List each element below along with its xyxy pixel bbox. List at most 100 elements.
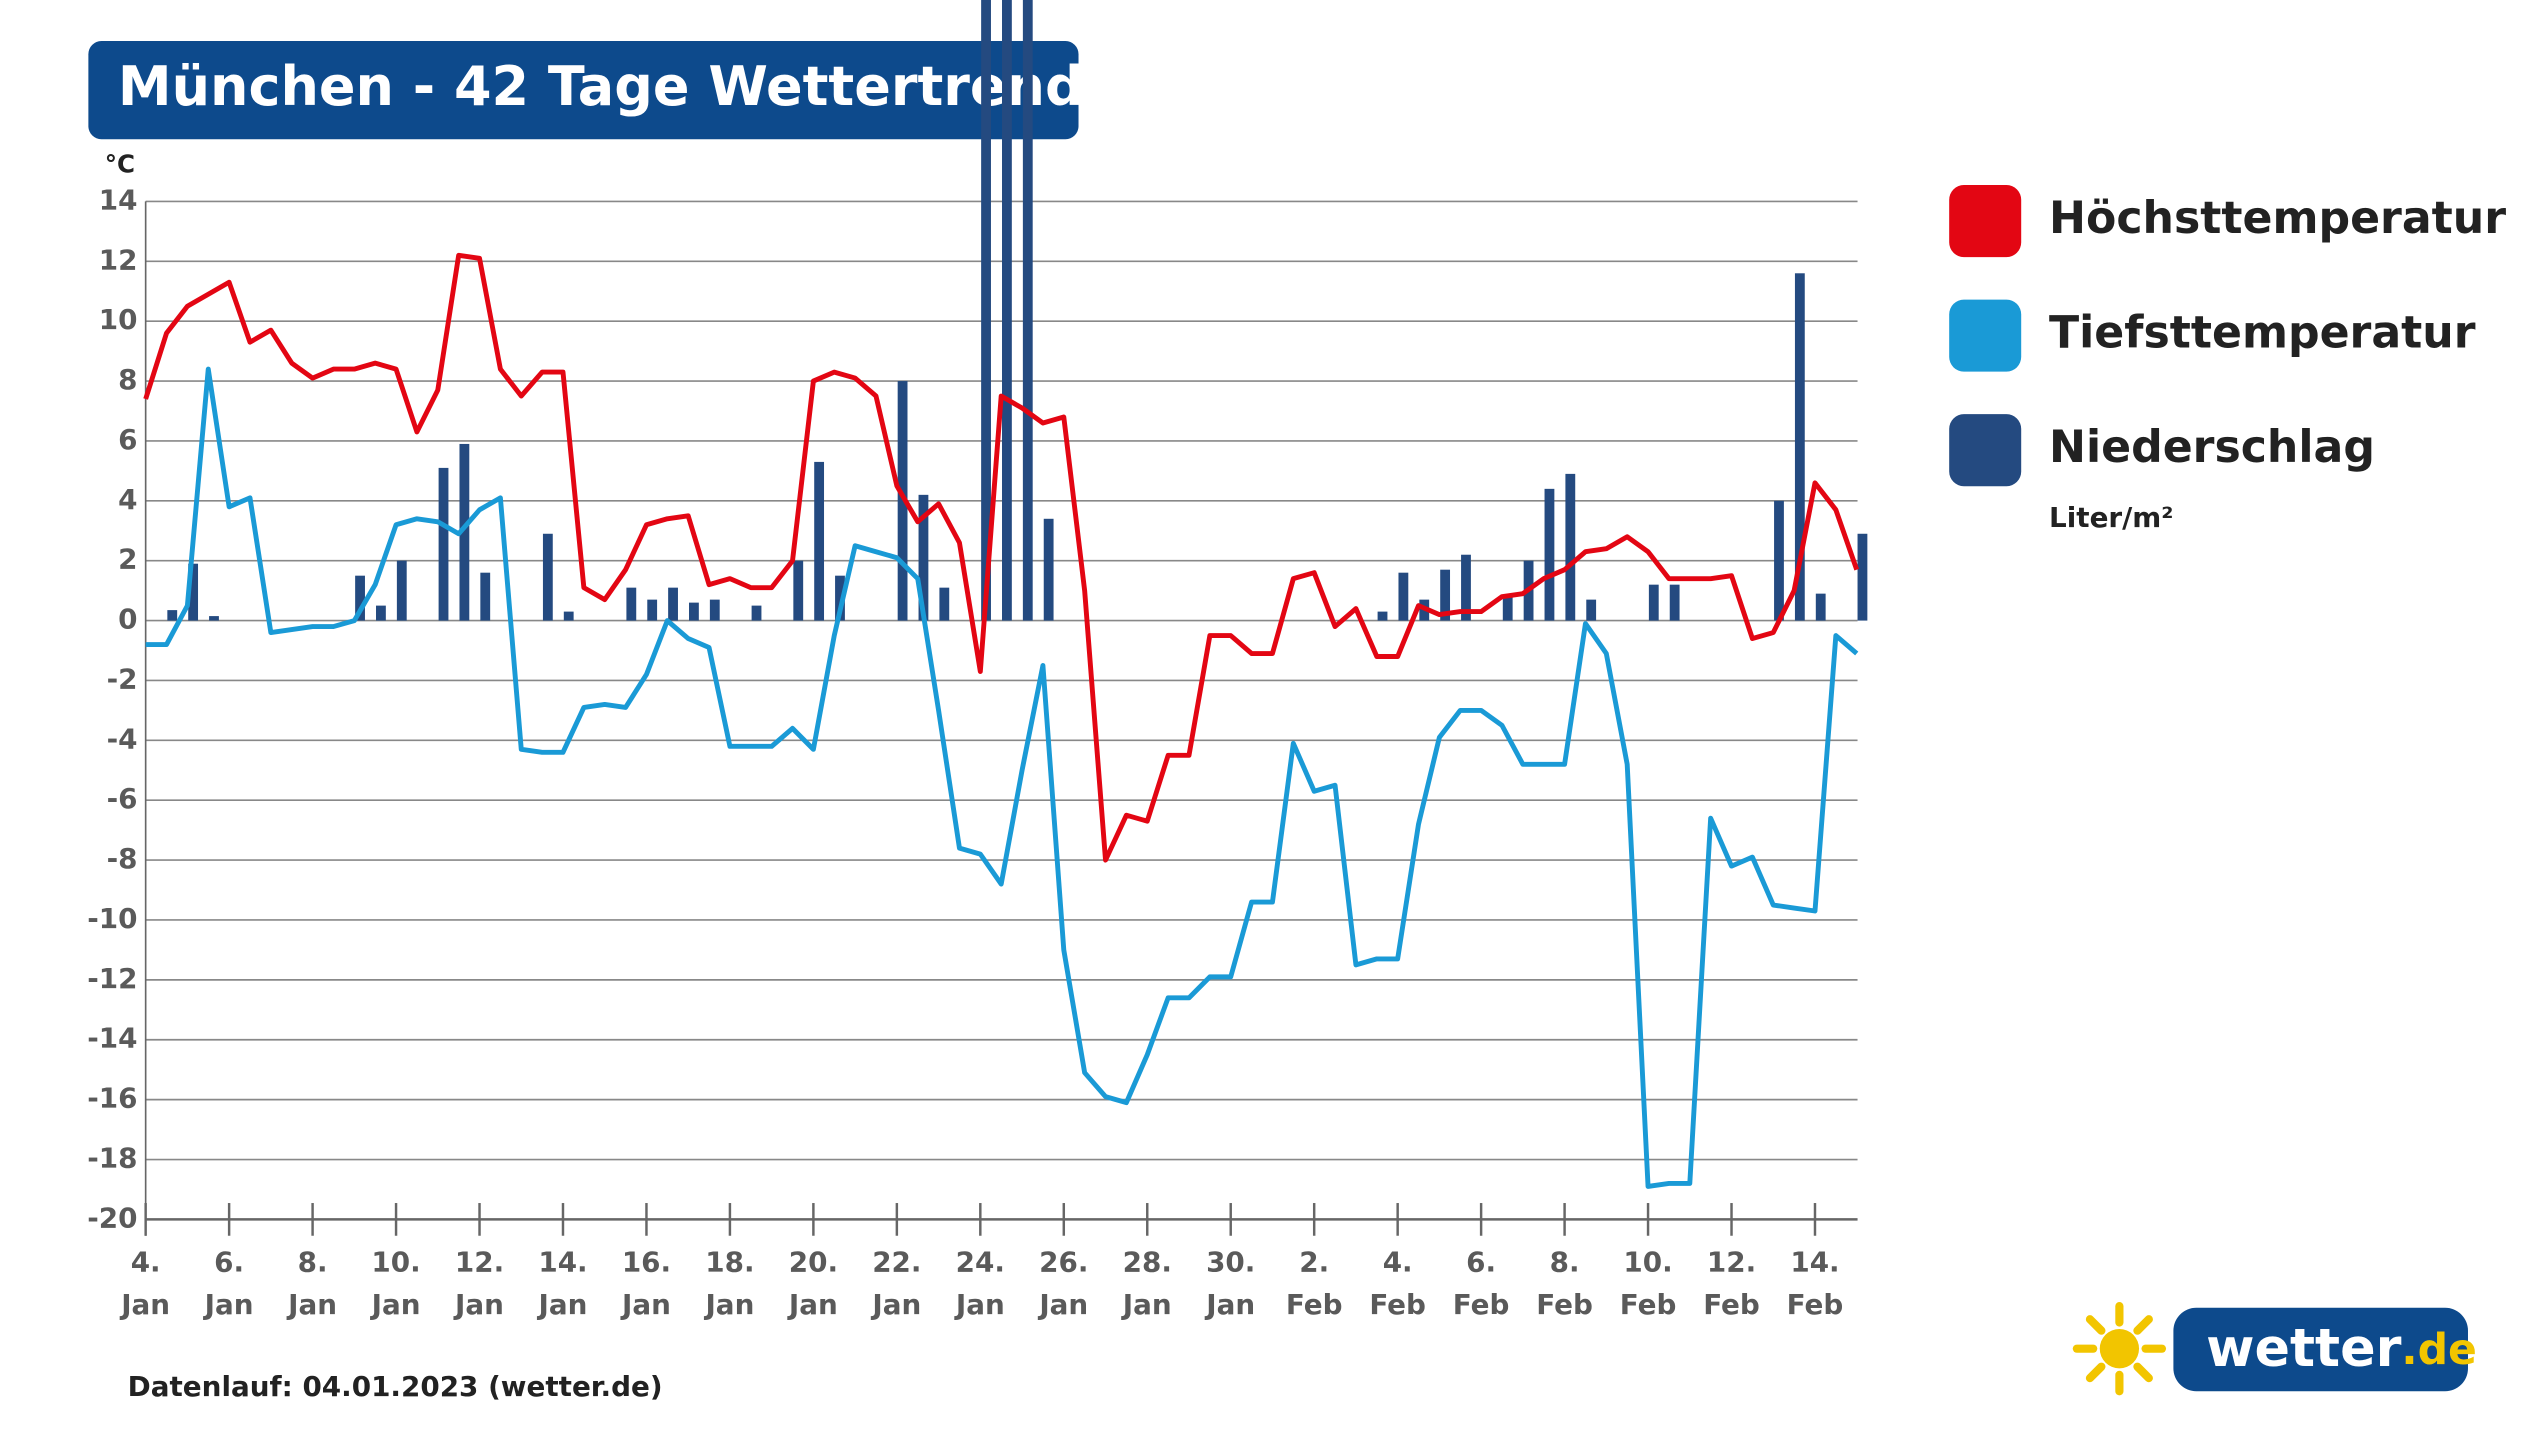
y-tick-label: -8 — [107, 842, 138, 875]
x-tick-label-part: 4. — [131, 1246, 161, 1279]
bar — [209, 616, 219, 621]
x-tick-label-part: 12. — [455, 1246, 504, 1279]
x-tick-label-part: 8. — [298, 1246, 328, 1279]
y-tick-label: 6 — [118, 423, 137, 456]
bar — [167, 610, 178, 621]
y-tick-label: -2 — [107, 662, 138, 695]
x-tick-label-part: Jan — [1037, 1288, 1088, 1321]
bar — [396, 560, 407, 621]
bar — [709, 599, 720, 621]
y-tick-label: 12 — [99, 243, 138, 276]
chart-title: München - 42 Tage Wettertrend — [118, 55, 1084, 118]
logo-text: wetter.de — [2206, 1318, 2477, 1379]
x-tick-label-part: Jan — [453, 1288, 504, 1321]
x-tick-label-part: Jan — [119, 1288, 170, 1321]
x-tick-label: 6. Jan — [203, 1246, 254, 1322]
bar — [1377, 611, 1388, 621]
x-tick-label-part: Feb — [1453, 1288, 1510, 1321]
x-tick-label-part: 28. — [1123, 1246, 1172, 1279]
legend-swatch — [1949, 185, 2022, 258]
x-tick-label: 4. Jan — [119, 1246, 170, 1322]
x-tick-label-part: 6. — [1466, 1246, 1496, 1279]
bar — [1794, 273, 1805, 621]
x-tick-label: 30. Jan — [1204, 1246, 1255, 1322]
x-tick-label-part: 2. — [1299, 1246, 1329, 1279]
x-tick-label-part: 4. — [1383, 1246, 1413, 1279]
y-tick-label: -16 — [87, 1082, 137, 1115]
y-tick-label: -20 — [87, 1201, 137, 1234]
x-tick-label: 22. Jan — [870, 1246, 921, 1322]
bar — [647, 599, 658, 621]
y-tick-label: 8 — [118, 363, 137, 396]
y-tick-label: 10 — [99, 303, 138, 336]
bar — [626, 587, 637, 621]
x-tick-label-part: Jan — [286, 1288, 337, 1321]
x-tick-label-part: 14. — [1790, 1246, 1839, 1279]
y-tick-label: -4 — [107, 722, 138, 755]
bar — [1502, 596, 1513, 621]
y-unit: °C — [105, 149, 135, 178]
x-tick-label-part: Jan — [370, 1288, 421, 1321]
x-tick-label: 18. Jan — [703, 1246, 754, 1322]
bar — [1544, 488, 1555, 621]
y-tick-label: -12 — [87, 962, 137, 995]
x-tick-label-part: Jan — [703, 1288, 754, 1321]
bar — [459, 443, 470, 621]
x-tick-label-part: Feb — [1286, 1288, 1343, 1321]
x-tick-label-part: Jan — [203, 1288, 254, 1321]
sun — [2099, 1329, 2140, 1369]
x-tick-label-part: Jan — [870, 1288, 921, 1321]
x-tick-label: 16. Jan — [620, 1246, 671, 1322]
bar — [1669, 584, 1680, 621]
x-tick-label-part: 26. — [1039, 1246, 1088, 1279]
logo-box — [2173, 1307, 2468, 1392]
x-tick-label-part: 14. — [538, 1246, 587, 1279]
bar — [1398, 572, 1409, 621]
logo-suffix: .de — [2401, 1325, 2476, 1374]
x-tick-label-part: 22. — [872, 1246, 921, 1279]
x-tick-label-part: Feb — [1703, 1288, 1760, 1321]
line — [145, 366, 1859, 1189]
bar — [1440, 569, 1451, 621]
bar — [563, 611, 574, 621]
x-tick-label-part: Jan — [537, 1288, 588, 1321]
x-tick-label: 14. Jan — [537, 1246, 588, 1322]
x-tick-label: 12. Feb — [1703, 1246, 1760, 1322]
x-tick-label: 12. Jan — [453, 1246, 504, 1322]
x-tick-label-part: Jan — [954, 1288, 1005, 1321]
x-tick-label-part: Jan — [620, 1288, 671, 1321]
x-tick-label-part: Feb — [1369, 1288, 1426, 1321]
x-tick-label-part: 10. — [1623, 1246, 1672, 1279]
x-tick-label-part: 6. — [214, 1246, 244, 1279]
bar — [793, 560, 804, 621]
bar — [835, 575, 845, 621]
x-tick-label-part: Jan — [1204, 1288, 1255, 1321]
y-tick-label: 2 — [118, 543, 137, 576]
line — [143, 252, 1860, 863]
x-tick-label-part: 20. — [789, 1246, 838, 1279]
y-tick-label: 14 — [99, 183, 138, 216]
x-tick-label-part: Jan — [1121, 1288, 1172, 1321]
x-tick-label-part: 18. — [705, 1246, 754, 1279]
x-tick-label: 8. Feb — [1536, 1246, 1593, 1322]
x-tick-label-part: Jan — [787, 1288, 838, 1321]
bar — [376, 605, 386, 621]
bar — [981, 0, 991, 621]
bar — [1565, 473, 1576, 621]
bar — [1648, 584, 1659, 621]
x-tick-label-part: Feb — [1536, 1288, 1593, 1321]
bar — [918, 494, 929, 621]
legend-label: Niederschlag — [2049, 422, 2375, 473]
bar — [480, 572, 491, 621]
y-tick-label: -14 — [87, 1022, 137, 1055]
x-tick-label-part: 16. — [622, 1246, 671, 1279]
bar — [1022, 0, 1033, 621]
bar — [438, 467, 449, 621]
x-tick-label-part: 12. — [1707, 1246, 1756, 1279]
x-tick-label: 20. Jan — [787, 1246, 838, 1322]
bar — [897, 381, 908, 621]
legend-unit: Liter/m² — [2049, 501, 2173, 534]
y-tick-label: 0 — [118, 603, 137, 636]
logo-name: wetter — [2206, 1318, 2401, 1379]
